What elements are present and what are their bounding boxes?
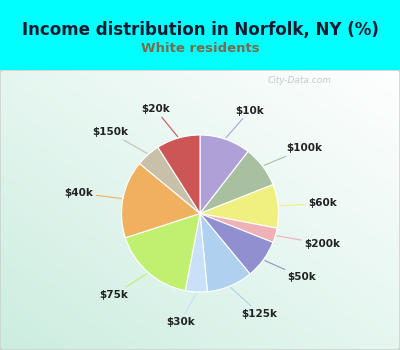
Wedge shape: [125, 214, 200, 290]
Wedge shape: [200, 214, 277, 243]
Wedge shape: [200, 214, 250, 292]
Text: $50k: $50k: [265, 260, 316, 282]
Wedge shape: [140, 147, 200, 214]
Text: $125k: $125k: [231, 287, 278, 318]
Text: $60k: $60k: [280, 198, 336, 208]
Text: $75k: $75k: [100, 274, 147, 300]
Wedge shape: [185, 214, 207, 292]
Text: $20k: $20k: [141, 105, 178, 136]
Text: City-Data.com: City-Data.com: [268, 76, 332, 85]
Wedge shape: [200, 152, 273, 214]
Wedge shape: [200, 184, 278, 228]
Text: $10k: $10k: [226, 106, 264, 138]
Text: $30k: $30k: [166, 293, 196, 327]
Wedge shape: [200, 135, 248, 214]
Wedge shape: [200, 214, 273, 274]
Text: $200k: $200k: [277, 236, 340, 249]
Text: Income distribution in Norfolk, NY (%): Income distribution in Norfolk, NY (%): [22, 21, 378, 39]
Text: $100k: $100k: [264, 144, 323, 166]
Text: White residents: White residents: [141, 42, 259, 55]
Text: $40k: $40k: [65, 188, 121, 198]
Text: $150k: $150k: [92, 127, 147, 153]
Wedge shape: [158, 135, 200, 214]
Wedge shape: [122, 163, 200, 238]
